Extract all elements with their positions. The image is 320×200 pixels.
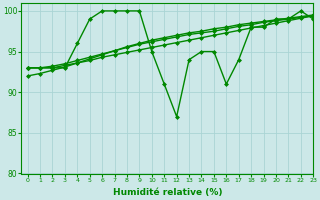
X-axis label: Humidité relative (%): Humidité relative (%) (113, 188, 222, 197)
